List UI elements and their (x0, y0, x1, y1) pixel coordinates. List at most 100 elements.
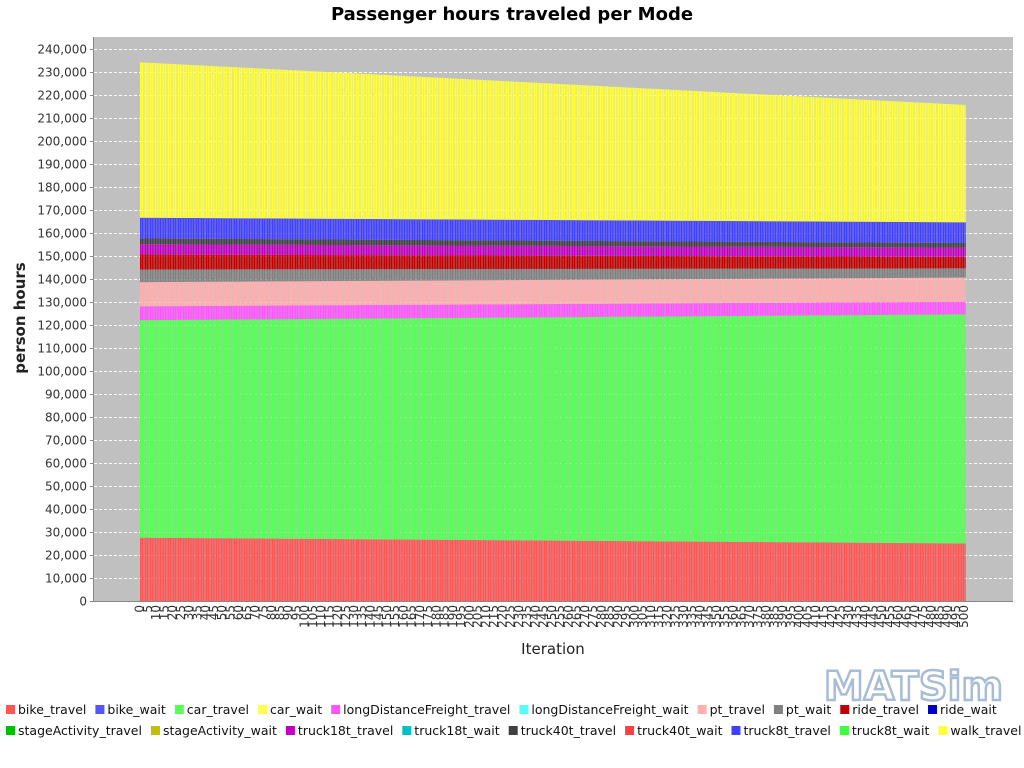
bar-segment (618, 316, 620, 542)
bar-segment (863, 247, 866, 257)
bar-segment (158, 254, 160, 270)
bar-segment (252, 305, 254, 320)
bar-segment (832, 302, 834, 316)
bar-segment (809, 315, 811, 543)
bar-segment (731, 92, 734, 222)
bar-stack (695, 91, 698, 601)
bar-segment (713, 91, 716, 221)
bar-segment (791, 268, 793, 279)
bar-segment (385, 255, 388, 270)
bar-stack (296, 70, 299, 601)
bar-stack (883, 100, 885, 601)
bar-segment (632, 246, 635, 256)
bar-segment (609, 86, 612, 221)
bar-segment (280, 239, 282, 245)
bar-stack (682, 90, 684, 601)
bar-segment (497, 269, 500, 281)
bar-segment (863, 242, 866, 248)
bar-segment (149, 244, 152, 255)
bar-stack (176, 64, 178, 601)
bar-segment (524, 304, 526, 318)
bar-segment (438, 245, 440, 256)
bar-segment (774, 95, 777, 222)
bar-segment (782, 242, 785, 247)
bar-segment (786, 242, 788, 247)
bar-segment (491, 240, 493, 246)
bar-segment (682, 303, 684, 317)
bar-stack (858, 99, 861, 601)
bar-segment (702, 541, 704, 601)
bar-segment (268, 239, 270, 245)
bar-segment (459, 255, 462, 270)
bar-segment (194, 254, 196, 270)
bar-segment (352, 239, 355, 246)
bar-segment (473, 269, 475, 281)
bar-segment (763, 241, 765, 247)
bar-segment (629, 268, 632, 280)
bar-segment (822, 97, 824, 222)
bar-stack (448, 78, 450, 601)
bar-segment (618, 541, 620, 601)
bar-segment (210, 244, 213, 255)
bar-segment (794, 315, 796, 543)
bar-segment (611, 255, 613, 269)
bar-segment (477, 79, 480, 220)
bar-segment (515, 255, 518, 269)
bar-segment (436, 219, 439, 241)
bar-segment (842, 278, 844, 303)
bar-segment (867, 256, 869, 269)
bar-segment (454, 269, 457, 281)
bar-segment (721, 92, 724, 221)
bar-stack (362, 73, 364, 601)
bar-segment (445, 219, 447, 241)
bar-segment (543, 255, 546, 269)
bar-segment (176, 269, 178, 282)
bar-segment (294, 269, 297, 282)
bar-segment (542, 245, 544, 256)
bar-segment (281, 218, 284, 240)
bar-segment (619, 87, 622, 221)
bar-segment (473, 219, 475, 241)
bar-segment (243, 538, 246, 601)
bar-segment (319, 305, 322, 319)
bar-segment (802, 221, 805, 243)
bar-segment (868, 278, 871, 303)
bar-segment (540, 219, 543, 241)
bar-segment (624, 87, 627, 221)
bar-segment (296, 269, 299, 282)
bar-segment (548, 83, 551, 220)
bar-segment (258, 244, 261, 255)
bar-segment (141, 320, 144, 538)
bar-segment (815, 256, 818, 269)
bar-segment (636, 303, 638, 317)
bar-segment (842, 302, 844, 316)
bar-segment (776, 256, 778, 269)
bar-segment (858, 278, 861, 303)
bar-segment (604, 255, 607, 269)
bar-segment (525, 540, 528, 601)
bar-segment (202, 254, 205, 270)
bar-segment (705, 220, 707, 242)
bar-segment (380, 280, 383, 305)
bar-segment (867, 247, 869, 257)
bar-segment (723, 268, 726, 279)
bar-segment (469, 317, 472, 540)
bar-segment (182, 238, 185, 245)
bar-segment (693, 220, 696, 242)
bar-segment (290, 239, 292, 245)
bar-segment (797, 246, 800, 257)
bar-segment (156, 217, 158, 239)
bar-segment (580, 268, 582, 280)
bar-segment (571, 317, 574, 541)
bar-segment (275, 281, 277, 306)
bar-stack (784, 95, 787, 601)
bar-segment (745, 268, 747, 279)
bar-segment (176, 217, 178, 239)
bar-stack (824, 97, 826, 601)
bar-stack (456, 78, 458, 601)
bar-segment (397, 75, 399, 220)
bar-segment (660, 316, 663, 542)
bar-segment (608, 316, 610, 541)
bar-segment (303, 305, 305, 320)
bar-segment (168, 306, 170, 320)
